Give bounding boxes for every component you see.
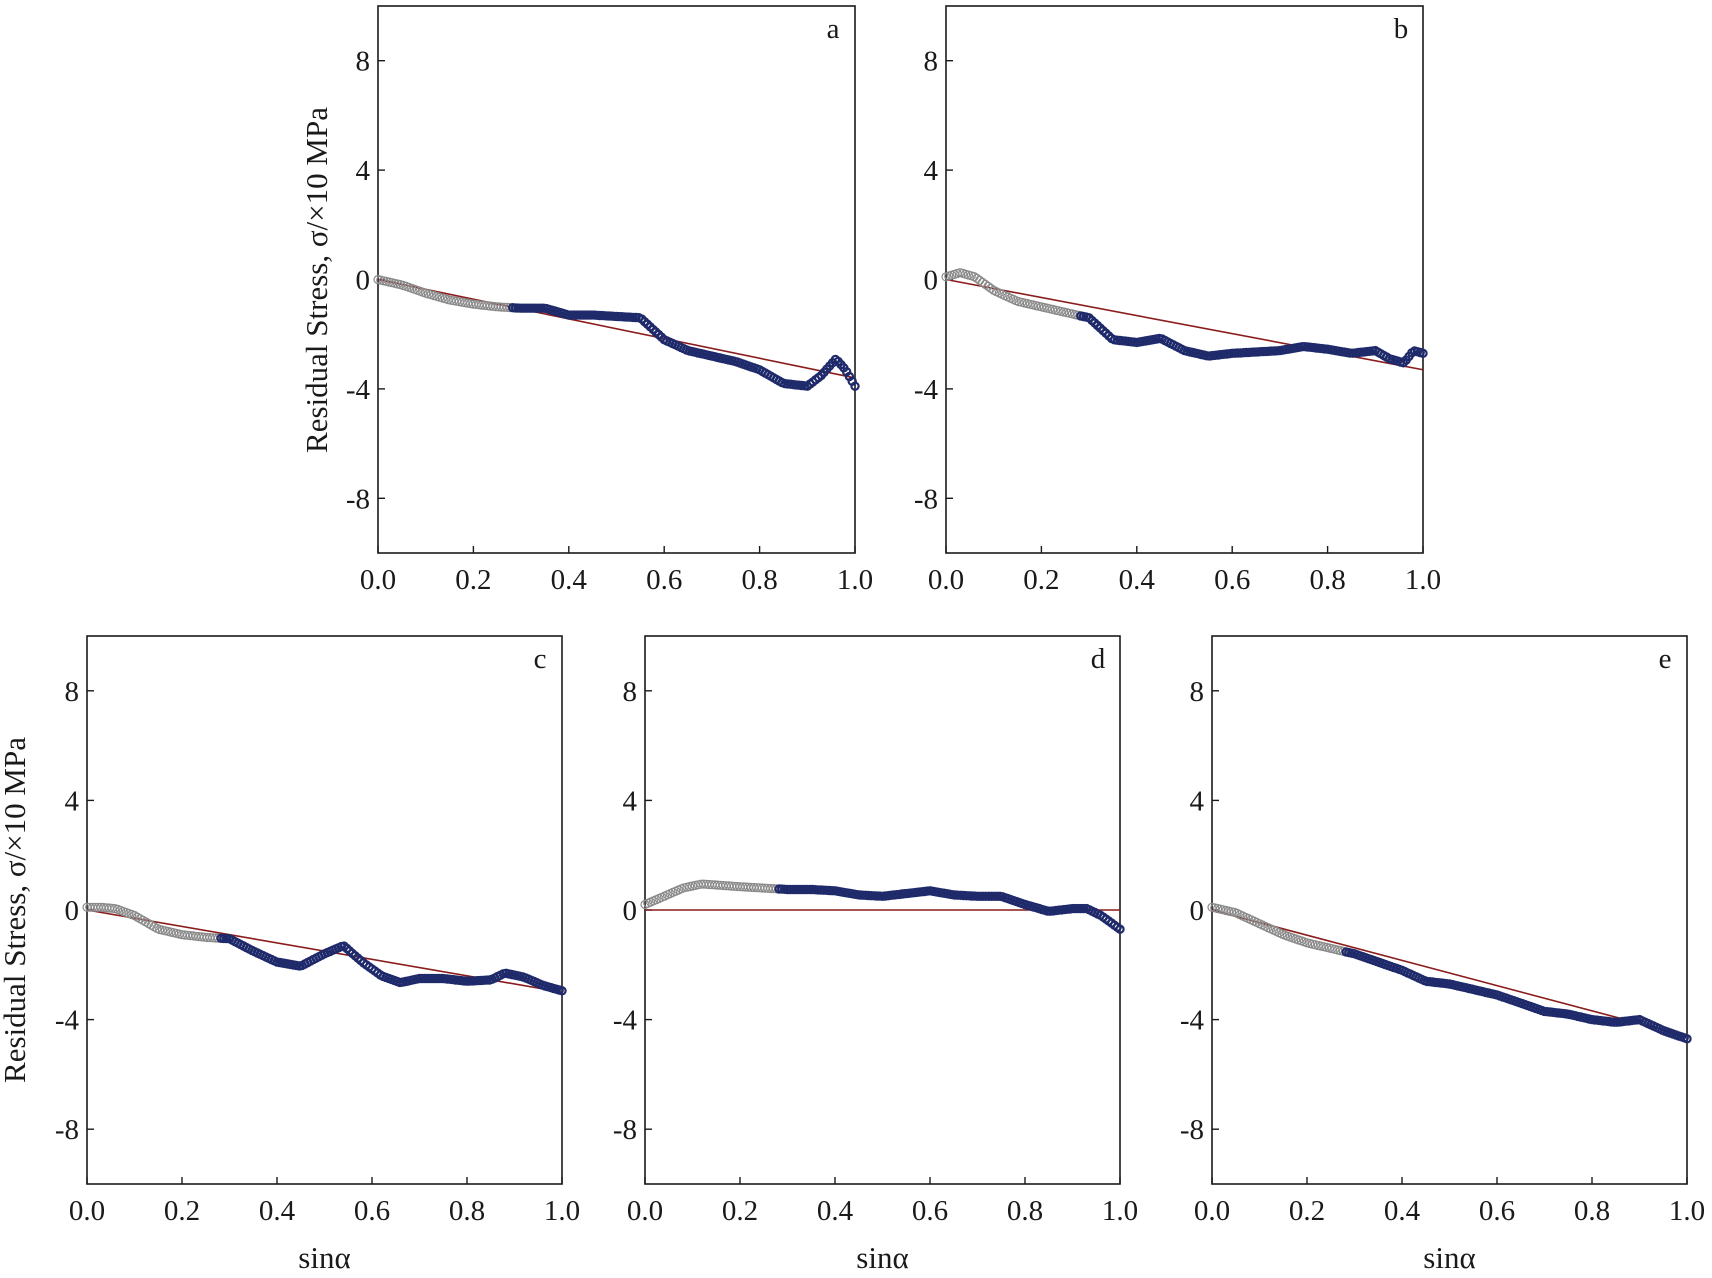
fit-line bbox=[1211, 909, 1688, 1037]
x-tick-label: 0.8 bbox=[1309, 564, 1345, 596]
data-point bbox=[850, 381, 860, 391]
x-axis-title: sinα bbox=[298, 1240, 350, 1275]
y-tick-label: 8 bbox=[1190, 676, 1205, 708]
y-tick-label: 8 bbox=[65, 676, 80, 708]
y-axis-title-bottom-row: Residual Stress, σ/×10 MPa bbox=[0, 737, 32, 1083]
y-tick-label: -8 bbox=[1180, 1114, 1204, 1146]
y-tick-label: -4 bbox=[346, 374, 371, 406]
y-tick-label: -8 bbox=[914, 483, 938, 515]
x-axis-title: sinα bbox=[1423, 1240, 1475, 1275]
x-tick-label: 0.8 bbox=[449, 1195, 485, 1227]
x-tick-label: 1.0 bbox=[837, 564, 873, 596]
y-axis-title-top-row: Residual Stress, σ/×10 MPa bbox=[299, 107, 334, 453]
y-tick-label: -4 bbox=[1180, 1005, 1205, 1037]
x-tick-label: 0.6 bbox=[1479, 1195, 1515, 1227]
plot-frame bbox=[1211, 635, 1688, 1185]
panel-label-b: b bbox=[1394, 13, 1409, 45]
y-tick-label: 0 bbox=[65, 895, 80, 927]
y-tick-label: 4 bbox=[924, 155, 939, 187]
panel-label-a: a bbox=[827, 13, 840, 45]
data-point bbox=[1682, 1034, 1692, 1044]
panel-label-e: e bbox=[1659, 643, 1672, 675]
x-tick-label: 0.2 bbox=[1289, 1195, 1325, 1227]
x-tick-label: 0.2 bbox=[164, 1195, 200, 1227]
x-tick-label: 0.8 bbox=[741, 564, 777, 596]
y-tick-label: 4 bbox=[356, 155, 371, 187]
y-tick-label: 4 bbox=[65, 785, 80, 817]
x-tick-label: 0.2 bbox=[722, 1195, 758, 1227]
y-tick-label: 0 bbox=[1190, 895, 1205, 927]
panel-label-c: c bbox=[534, 643, 547, 675]
panel-c: 0.0 0.2 0.4 0.6 0.8 1.0 8 4 0 -4 -8 c sinα bbox=[55, 635, 580, 1275]
y-tick-label: -8 bbox=[613, 1114, 637, 1146]
plot-frame bbox=[377, 5, 856, 554]
y-tick-label: 8 bbox=[924, 46, 939, 78]
x-tick-label: 0.6 bbox=[912, 1195, 948, 1227]
x-tick-label: 1.0 bbox=[1669, 1195, 1705, 1227]
x-tick-label: 0.4 bbox=[817, 1195, 854, 1227]
x-tick-label: 0.0 bbox=[627, 1195, 663, 1227]
x-tick-label: 0.2 bbox=[455, 564, 491, 596]
y-tick-label: -8 bbox=[55, 1114, 79, 1146]
plot-frame bbox=[945, 5, 1424, 554]
x-tick-label: 0.0 bbox=[1194, 1195, 1230, 1227]
x-tick-label: 1.0 bbox=[1405, 564, 1441, 596]
x-tick-label: 0.2 bbox=[1023, 564, 1059, 596]
x-tick-label: 0.8 bbox=[1574, 1195, 1610, 1227]
panel-b: 0.0 0.2 0.4 0.6 0.8 1.0 8 4 0 -4 -8 b bbox=[914, 5, 1441, 596]
data-point bbox=[1115, 924, 1125, 934]
x-tick-label: 0.6 bbox=[646, 564, 682, 596]
panel-a: 0.0 0.2 0.4 0.6 0.8 1.0 8 4 0 -4 -8 a bbox=[346, 5, 873, 596]
panel-d: 0.0 0.2 0.4 0.6 0.8 1.0 8 4 0 -4 -8 d sinα bbox=[613, 635, 1138, 1275]
data-point bbox=[557, 986, 567, 996]
x-tick-label: 0.0 bbox=[360, 564, 396, 596]
data-point bbox=[107, 903, 117, 913]
y-tick-label: -4 bbox=[914, 374, 939, 406]
x-tick-label: 0.4 bbox=[1384, 1195, 1421, 1227]
y-tick-label: 0 bbox=[623, 895, 638, 927]
x-tick-label: 0.4 bbox=[551, 564, 588, 596]
x-tick-label: 0.4 bbox=[1119, 564, 1156, 596]
y-tick-label: 0 bbox=[924, 265, 939, 297]
y-tick-label: -4 bbox=[55, 1005, 80, 1037]
plot-frame bbox=[86, 635, 563, 1185]
x-tick-label: 0.6 bbox=[1214, 564, 1250, 596]
x-tick-label: 0.0 bbox=[69, 1195, 105, 1227]
x-tick-label: 0.8 bbox=[1007, 1195, 1043, 1227]
y-tick-label: -8 bbox=[346, 483, 370, 515]
y-tick-label: -4 bbox=[613, 1005, 638, 1037]
panel-e: 0.0 0.2 0.4 0.6 0.8 1.0 8 4 0 -4 -8 e sinα bbox=[1180, 635, 1705, 1275]
x-tick-label: 1.0 bbox=[544, 1195, 580, 1227]
y-tick-label: 4 bbox=[1190, 785, 1205, 817]
x-tick-label: 0.4 bbox=[259, 1195, 296, 1227]
y-tick-label: 8 bbox=[623, 676, 638, 708]
y-tick-label: 8 bbox=[356, 46, 371, 78]
fit-line bbox=[377, 278, 856, 379]
x-axis-title: sinα bbox=[856, 1240, 908, 1275]
x-tick-label: 1.0 bbox=[1102, 1195, 1138, 1227]
x-tick-label: 0.0 bbox=[928, 564, 964, 596]
x-tick-label: 0.6 bbox=[354, 1195, 390, 1227]
panel-label-d: d bbox=[1091, 643, 1106, 675]
y-tick-label: 0 bbox=[356, 265, 371, 297]
y-tick-label: 4 bbox=[623, 785, 638, 817]
data-point bbox=[1418, 348, 1428, 358]
